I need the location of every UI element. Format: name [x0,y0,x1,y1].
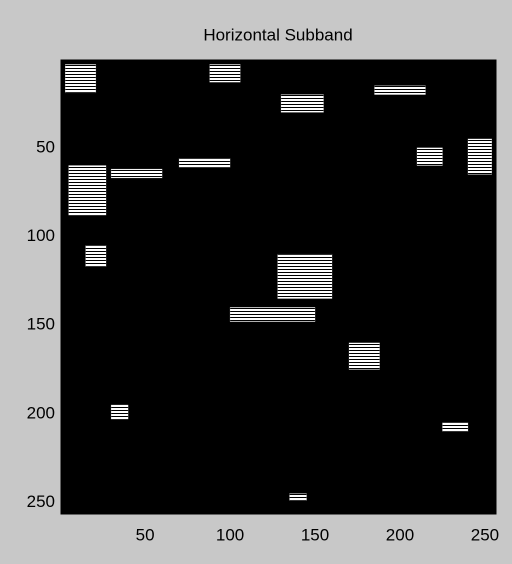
bright-region [68,165,107,216]
bright-region [467,138,493,175]
bright-region [178,158,231,168]
chart-title: Horizontal Subband [203,25,352,44]
bright-region [110,404,129,420]
y-tick-label: 250 [27,492,55,511]
bright-region [348,342,380,370]
bright-region [416,147,443,166]
axes-box [60,59,497,515]
bright-region [209,64,241,83]
bright-region [64,64,97,94]
y-tick-label: 200 [27,403,55,422]
bright-region [110,168,163,179]
y-tick-label: 100 [27,226,55,245]
x-tick-label: 50 [136,525,155,544]
bright-region [289,493,307,501]
x-tick-label: 150 [301,525,329,544]
x-tick-label: 100 [216,525,244,544]
bright-region [374,85,426,95]
x-tick-label: 200 [386,525,414,544]
bright-region [85,245,107,267]
bright-region [442,422,469,432]
y-tick-label: 50 [36,137,55,156]
bright-region [229,307,316,322]
y-tick-label: 150 [27,315,55,334]
x-tick-label: 250 [471,525,499,544]
bright-region [277,253,333,299]
bright-region [280,94,324,113]
